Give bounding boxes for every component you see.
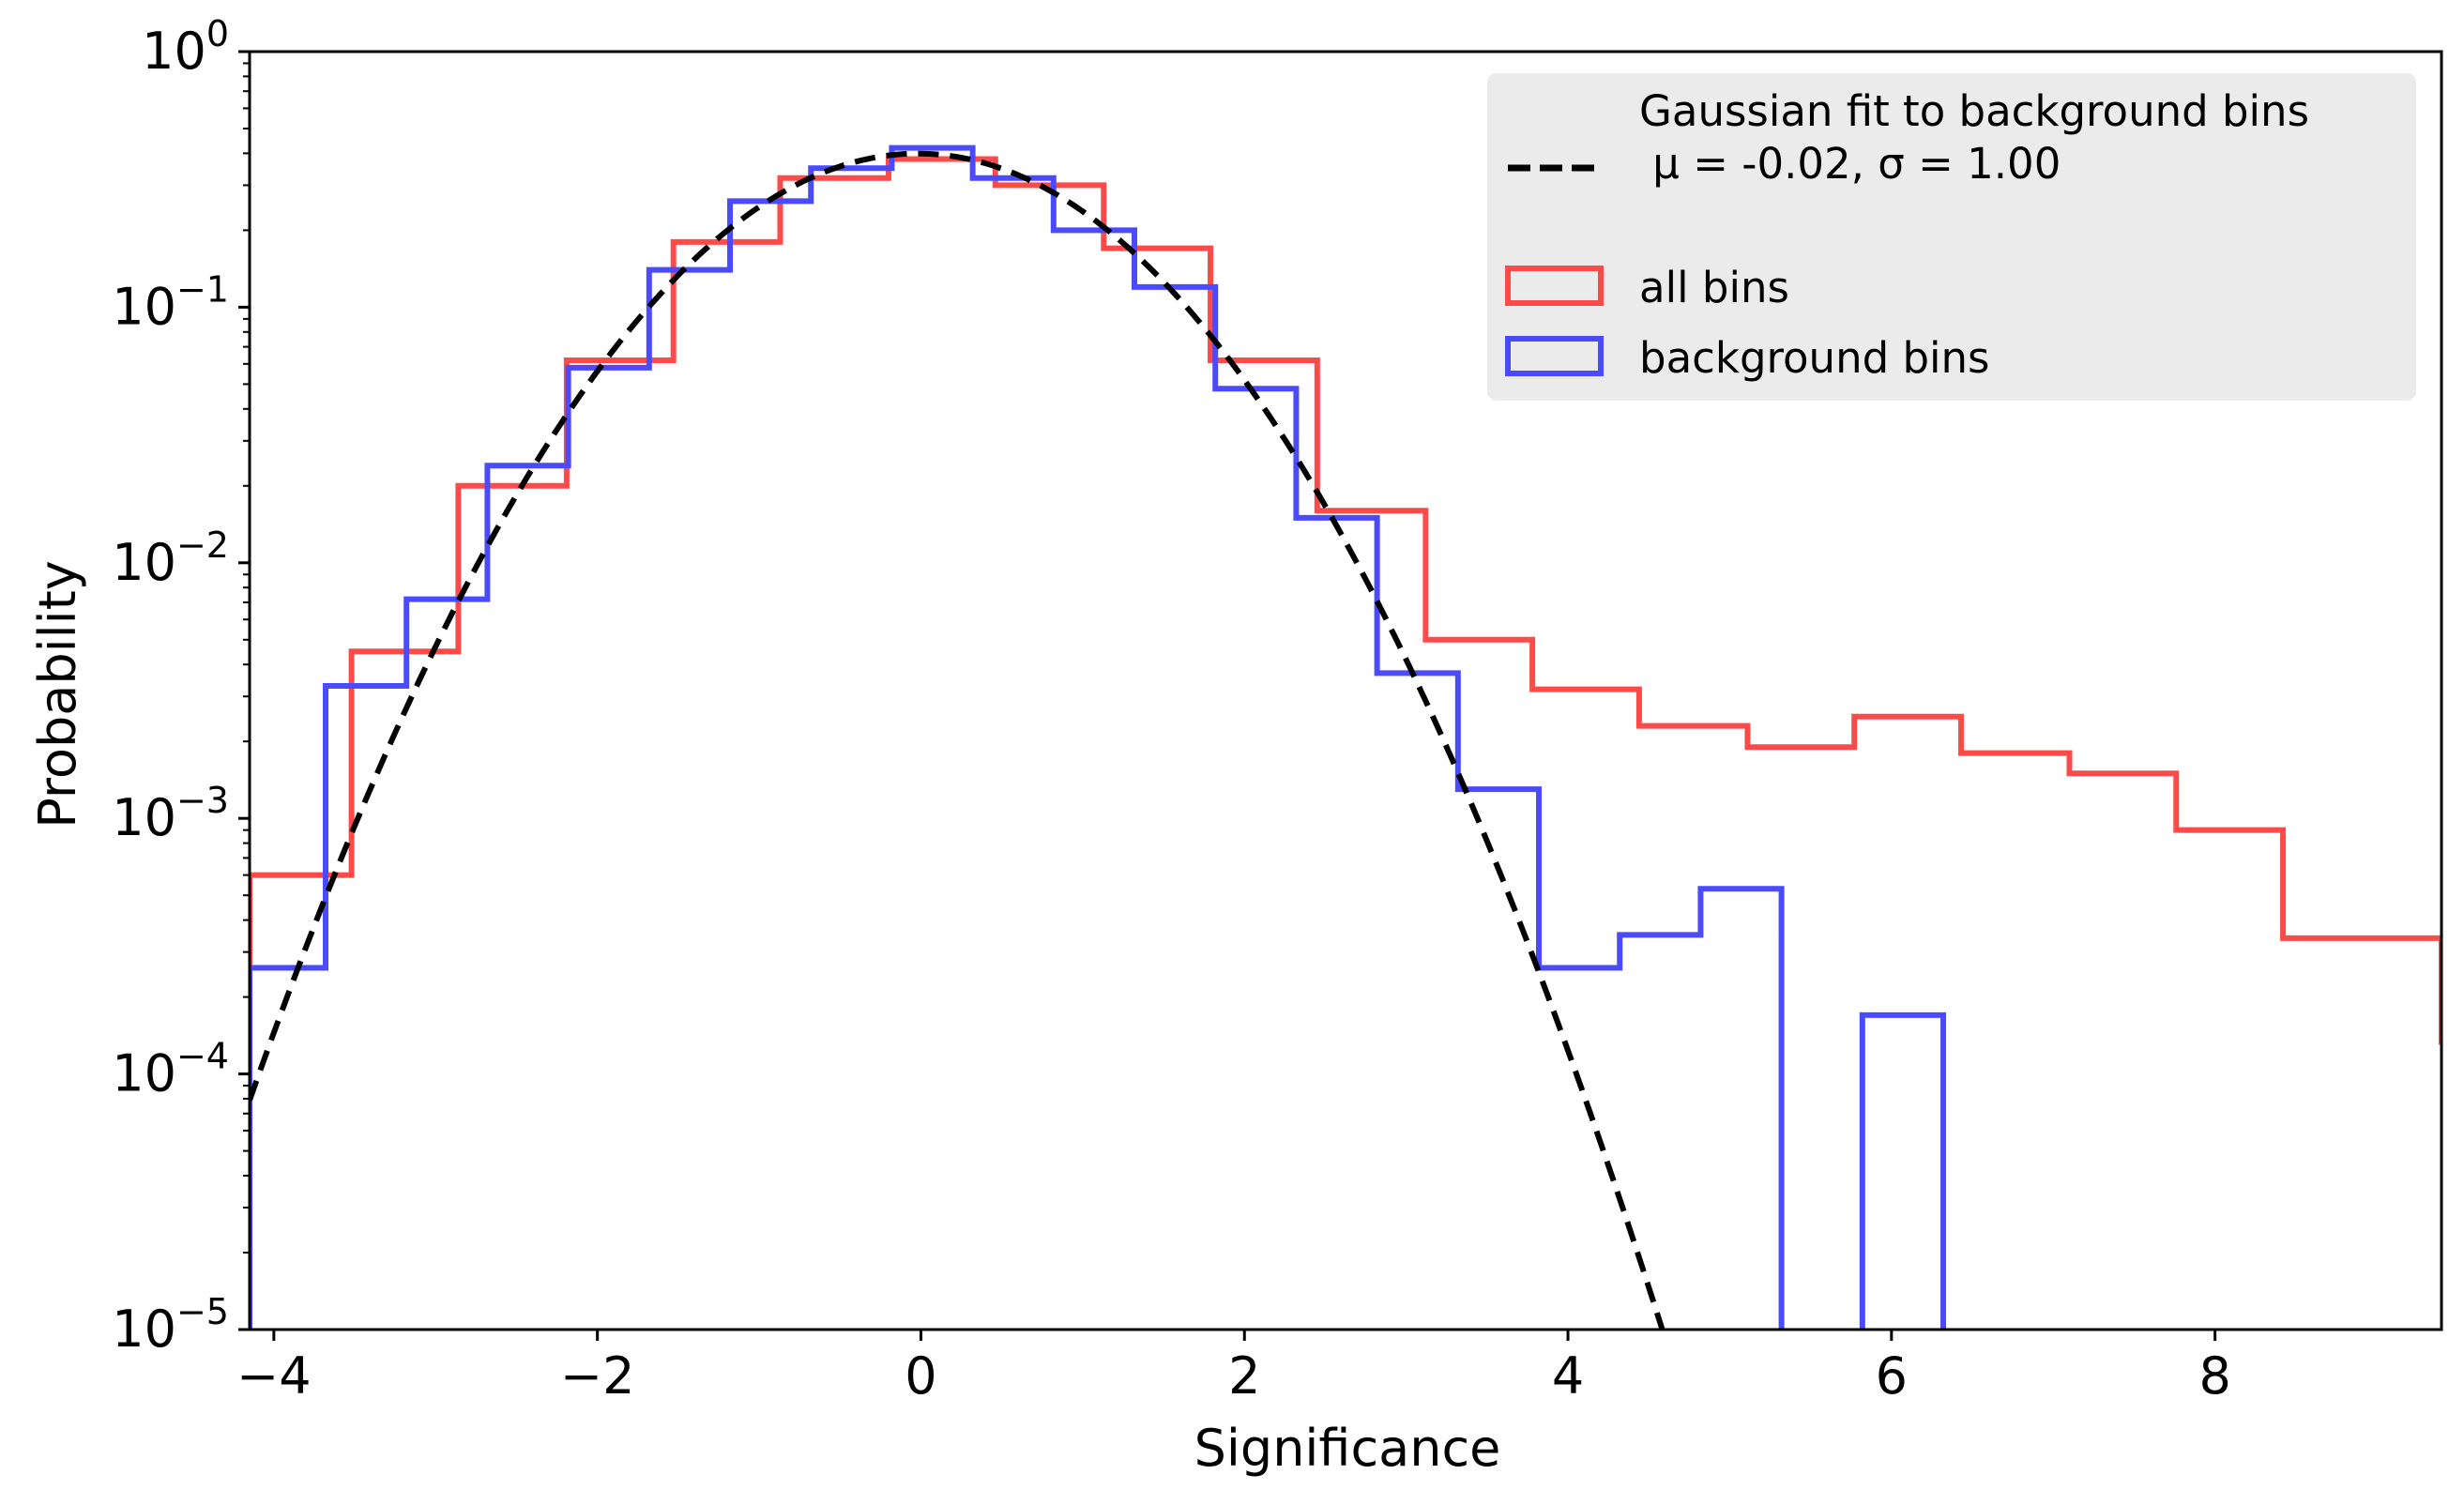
y-tick-label: 10−1 <box>112 268 229 336</box>
labels-layer: Significance Probability <box>28 560 1500 1478</box>
legend-bg-swatch <box>1505 336 1604 376</box>
y-tick-label: 10−4 <box>112 1036 229 1103</box>
legend-fit-label-line2: μ = -0.02, σ = 1.00 <box>1639 139 2061 189</box>
ticks-layer: −4 −2 0 2 4 6 8 100 10−1 10−2 10−3 10−4 10−5 <box>112 13 2231 1406</box>
series-background-bins <box>250 144 1947 1330</box>
y-tick-label: 100 <box>142 13 229 81</box>
y-tick-label: 10−3 <box>112 780 229 847</box>
x-tick-label: −2 <box>560 1346 635 1406</box>
y-axis-label: Probability <box>28 560 87 828</box>
x-tick-label: 8 <box>2198 1346 2230 1406</box>
plot-frame <box>248 50 2443 1331</box>
legend-all-label: all bins <box>1639 263 1789 312</box>
x-tick-label: −4 <box>236 1346 312 1406</box>
series-gaussian-fit <box>250 150 1665 1330</box>
x-tick-label: 2 <box>1228 1346 1260 1406</box>
x-axis-label: Significance <box>1194 1419 1501 1478</box>
x-tick-label: 0 <box>905 1346 936 1406</box>
y-tick-label: 10−2 <box>112 524 229 592</box>
y-tick-label: 10−5 <box>112 1291 229 1359</box>
legend-bg-label: background bins <box>1639 333 1990 383</box>
series-layer <box>250 144 2441 1330</box>
legend-box <box>1487 73 2416 401</box>
x-tick-label: 6 <box>1876 1346 1908 1406</box>
legend-fit-label-line1: Gaussian fit to background bins <box>1639 86 2309 136</box>
x-tick-label: 4 <box>1552 1346 1584 1406</box>
legend: Gaussian fit to background bins μ = -0.0… <box>1487 73 2416 401</box>
legend-all-swatch <box>1505 266 1604 306</box>
